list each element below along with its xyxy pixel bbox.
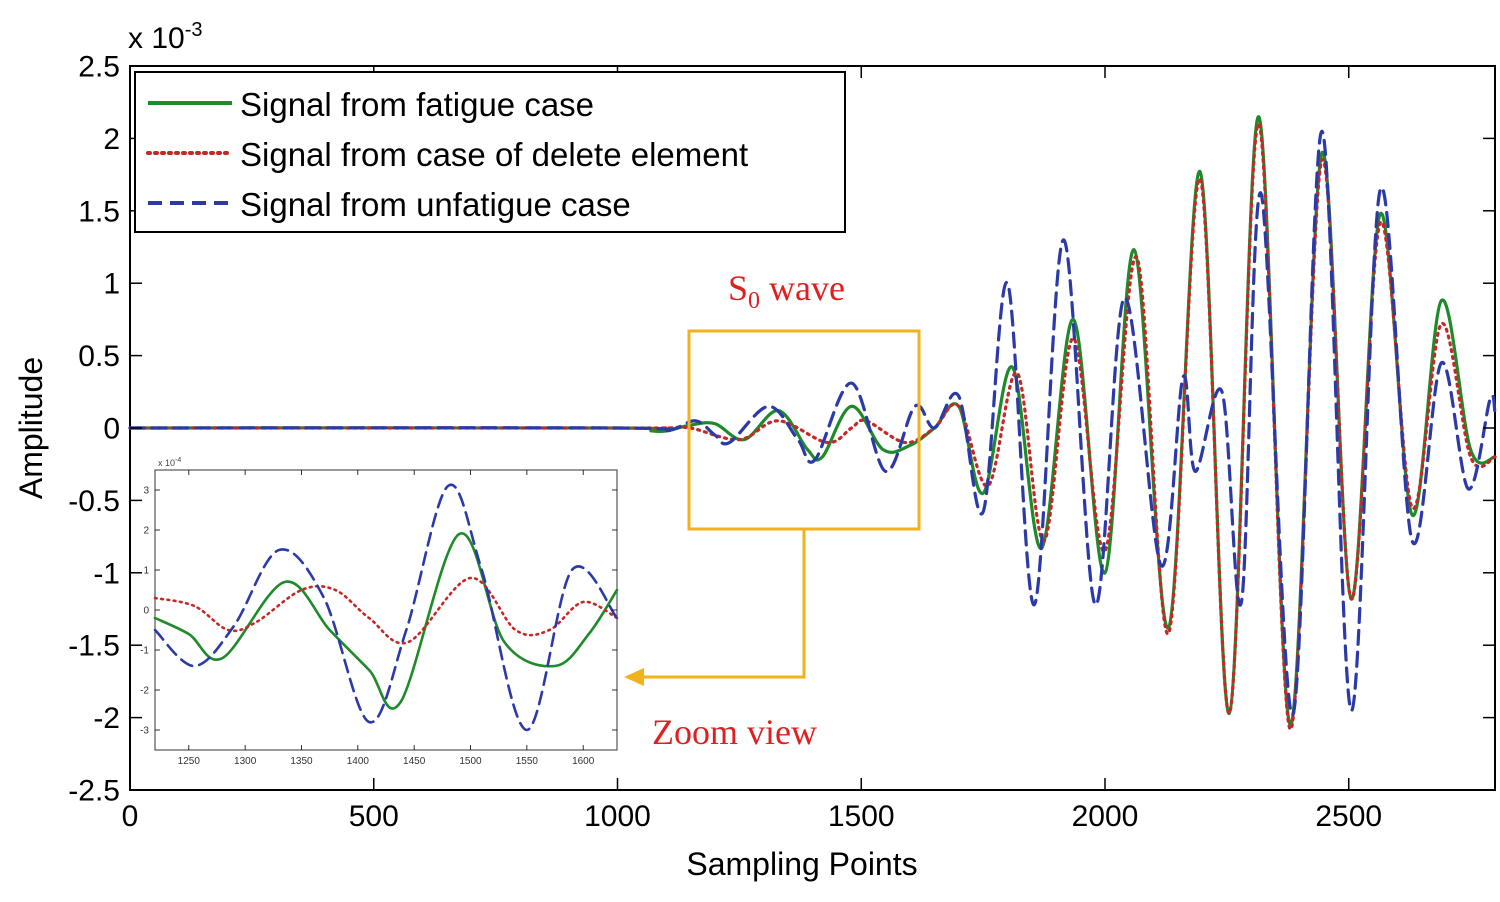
main-y-tick-label-10: -2.5	[68, 775, 120, 808]
inset-y-tick-label-6: -3	[140, 726, 149, 737]
zoom-arrowhead	[624, 668, 644, 686]
inset-ticks-group: 1250 1300 1350 1400 1450 1500 1550 1600 3 2 1 0 -1 -2…	[140, 470, 617, 767]
legend-label-fatigue: Signal from fatigue case	[240, 86, 594, 123]
main-y-tick-label-8: -1.5	[68, 630, 120, 663]
legend-box	[134, 71, 846, 233]
inset-series-line-1	[153, 576, 619, 645]
main-ticks-group: 0 500 1000 1500 2000 2500 2.5 2 1.5 1 0.5 0 -0.5 -1 -1…	[68, 51, 1495, 833]
inset-x-tick-label-7: 1600	[572, 756, 595, 767]
inset-y-tick-label-4: -1	[140, 646, 149, 657]
inset-y-tick-label-5: -2	[140, 686, 149, 697]
main-series-group	[128, 115, 1497, 731]
legend-label-delete-element: Signal from case of delete element	[240, 136, 748, 173]
inset-y-tick-label-1: 2	[143, 526, 149, 537]
main-y-tick-label-3: 1	[103, 268, 120, 301]
inset-y-tick-label-3: 0	[143, 606, 149, 617]
inset-axes-frame	[154, 469, 618, 751]
x-axis-label: Sampling Points	[686, 846, 917, 882]
zoom-view-label: Zoom view	[652, 712, 817, 752]
inset-y-tick-label-2: 1	[143, 566, 149, 577]
legend: Signal from fatigue case Signal from cas…	[134, 71, 846, 233]
main-x-tick-label-0: 0	[122, 800, 139, 833]
main-x-tick-label-4: 2000	[1072, 800, 1139, 833]
inset-series-group	[153, 483, 619, 732]
main-y-tick-label-4: 0.5	[78, 340, 120, 373]
zoom-connector-arrow	[642, 529, 806, 679]
inset-x-tick-label-4: 1450	[403, 756, 426, 767]
inset-x-tick-label-3: 1400	[347, 756, 370, 767]
legend-label-unfatigue: Signal from unfatigue case	[240, 186, 631, 223]
main-y-tick-label-9: -2	[93, 702, 120, 735]
main-series-line-1	[128, 122, 1497, 731]
inset-y-tick-label-0: 3	[143, 486, 149, 497]
main-y-tick-label-6: -0.5	[68, 485, 120, 518]
inset-y-multiplier: x 10-4	[158, 457, 181, 468]
main-series-line-2	[128, 129, 1497, 717]
s0-wave-label: S0 wave	[728, 268, 845, 314]
y-multiplier: x 10-3	[128, 19, 203, 55]
main-y-tick-label-2: 1.5	[78, 195, 120, 228]
inset-series-line-0	[153, 532, 619, 710]
main-x-tick-label-3: 1500	[828, 800, 895, 833]
main-x-tick-label-1: 500	[349, 800, 399, 833]
inset-series-line-2	[153, 483, 619, 732]
inset-x-tick-label-2: 1350	[290, 756, 313, 767]
inset-x-tick-label-5: 1500	[459, 756, 482, 767]
y-exponent: -3	[185, 19, 203, 41]
y-axis-label: Amplitude	[13, 357, 49, 499]
main-x-tick-label-5: 2500	[1315, 800, 1382, 833]
inset-x-tick-label-6: 1550	[516, 756, 539, 767]
inset-x-tick-label-0: 1250	[178, 756, 201, 767]
main-y-tick-label-5: 0	[103, 413, 120, 446]
main-y-tick-label-7: -1	[93, 557, 120, 590]
main-y-tick-label-1: 2	[103, 123, 120, 156]
main-x-tick-label-2: 1000	[584, 800, 651, 833]
inset-x-tick-label-1: 1300	[234, 756, 257, 767]
inset-plot: 1250 1300 1350 1400 1450 1500 1550 1600 3 2 1 0 -1 -2…	[140, 457, 620, 778]
main-y-tick-label-0: 2.5	[78, 51, 120, 84]
